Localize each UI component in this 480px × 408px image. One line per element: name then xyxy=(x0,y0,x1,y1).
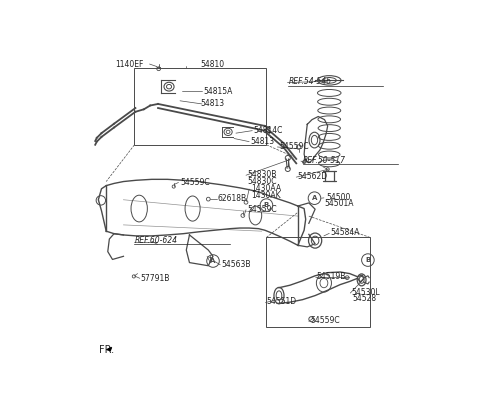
Text: 54519B: 54519B xyxy=(317,272,346,281)
Text: 54830B: 54830B xyxy=(248,170,277,179)
Text: 1140EF: 1140EF xyxy=(116,60,144,69)
Text: 54501A: 54501A xyxy=(324,199,353,208)
Text: B: B xyxy=(264,202,269,208)
Text: 54815A: 54815A xyxy=(204,87,233,96)
Text: 54584A: 54584A xyxy=(331,228,360,237)
Text: 54813: 54813 xyxy=(251,137,275,146)
Text: FR.: FR. xyxy=(99,345,114,355)
Text: B: B xyxy=(365,257,371,263)
Text: 57791B: 57791B xyxy=(141,274,170,283)
Text: 54563B: 54563B xyxy=(221,259,251,268)
Text: 54814C: 54814C xyxy=(254,126,283,135)
Text: 54559C: 54559C xyxy=(180,178,210,187)
Text: 54528: 54528 xyxy=(353,294,377,303)
Text: REF.50-517: REF.50-517 xyxy=(302,156,346,165)
Text: 54500: 54500 xyxy=(326,193,350,202)
Text: 1430AK: 1430AK xyxy=(251,191,280,200)
Text: 54551D: 54551D xyxy=(266,297,297,306)
Text: REF.60-624: REF.60-624 xyxy=(134,236,178,245)
Polygon shape xyxy=(107,348,111,350)
Text: 54830C: 54830C xyxy=(248,177,277,186)
Bar xyxy=(134,68,266,145)
Text: A: A xyxy=(312,195,317,201)
Bar xyxy=(266,237,370,327)
Text: REF.54-546: REF.54-546 xyxy=(288,78,331,86)
Text: 62618B: 62618B xyxy=(218,194,247,203)
Text: 54810: 54810 xyxy=(201,60,225,69)
Text: 54559C: 54559C xyxy=(248,205,277,214)
Text: 1430AA: 1430AA xyxy=(251,184,281,193)
Text: 54559C: 54559C xyxy=(279,142,309,151)
Text: 54562D: 54562D xyxy=(298,172,328,181)
Text: 54813: 54813 xyxy=(201,100,225,109)
Text: 54559C: 54559C xyxy=(311,316,340,325)
Text: A: A xyxy=(210,258,216,264)
Text: 54530L: 54530L xyxy=(351,288,380,297)
